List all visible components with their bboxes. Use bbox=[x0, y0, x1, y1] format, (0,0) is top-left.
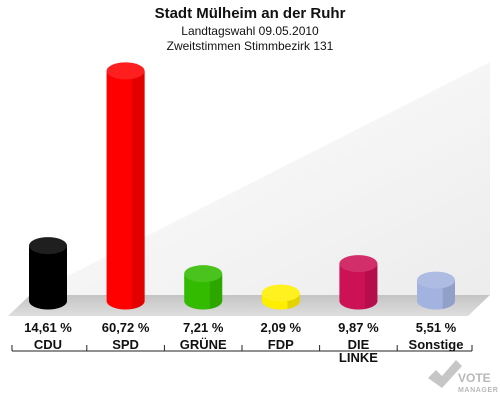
bar-cap bbox=[184, 265, 223, 283]
chart-subtitle-2: Zweitstimmen Stimmbezirk 131 bbox=[167, 39, 334, 53]
value-label: 60,72 % bbox=[102, 320, 150, 335]
vote-manager-logo: VOTE MANAGER bbox=[428, 360, 498, 394]
back-wall bbox=[30, 62, 490, 295]
value-labels: 14,61 % 60,72 % 7,21 % 2,09 % 9,87 % 5,51 % bbox=[24, 320, 457, 335]
value-label: 9,87 % bbox=[338, 320, 379, 335]
bar-cap bbox=[29, 237, 67, 255]
watermark-vote: VOTE bbox=[458, 371, 491, 385]
bar-shade bbox=[209, 273, 223, 309]
bar-shade bbox=[365, 263, 378, 309]
category-label: Sonstige bbox=[409, 337, 464, 352]
category-label: FDP bbox=[268, 337, 294, 352]
bar-spd bbox=[106, 62, 145, 310]
value-label: 14,61 % bbox=[24, 320, 72, 335]
value-label: 2,09 % bbox=[261, 320, 302, 335]
category-label: DIE bbox=[348, 337, 370, 352]
bar-die-linke bbox=[339, 255, 378, 310]
bars bbox=[29, 62, 455, 310]
category-label: SPD bbox=[112, 337, 139, 352]
bar-cap bbox=[339, 255, 378, 273]
bar-cap bbox=[261, 284, 300, 302]
category-label: LINKE bbox=[339, 350, 378, 365]
checkmark-icon bbox=[428, 360, 462, 388]
bar-cdu bbox=[29, 237, 67, 310]
value-label: 5,51 % bbox=[416, 320, 457, 335]
chart-title: Stadt Mülheim an der Ruhr bbox=[155, 5, 346, 22]
value-label: 7,21 % bbox=[183, 320, 224, 335]
bar-shade bbox=[132, 70, 145, 309]
chart-subtitle-1: Landtagswahl 09.05.2010 bbox=[181, 24, 319, 38]
category-label: GRÜNE bbox=[180, 337, 227, 352]
bar-sonstige bbox=[417, 271, 455, 310]
bar-cap bbox=[106, 62, 145, 80]
bar-cap bbox=[417, 271, 455, 289]
bar-grüne bbox=[184, 265, 223, 310]
category-label: CDU bbox=[34, 337, 62, 352]
bar-fdp bbox=[261, 284, 300, 310]
bar-shade bbox=[54, 245, 67, 309]
watermark-manager: MANAGER bbox=[458, 387, 498, 394]
